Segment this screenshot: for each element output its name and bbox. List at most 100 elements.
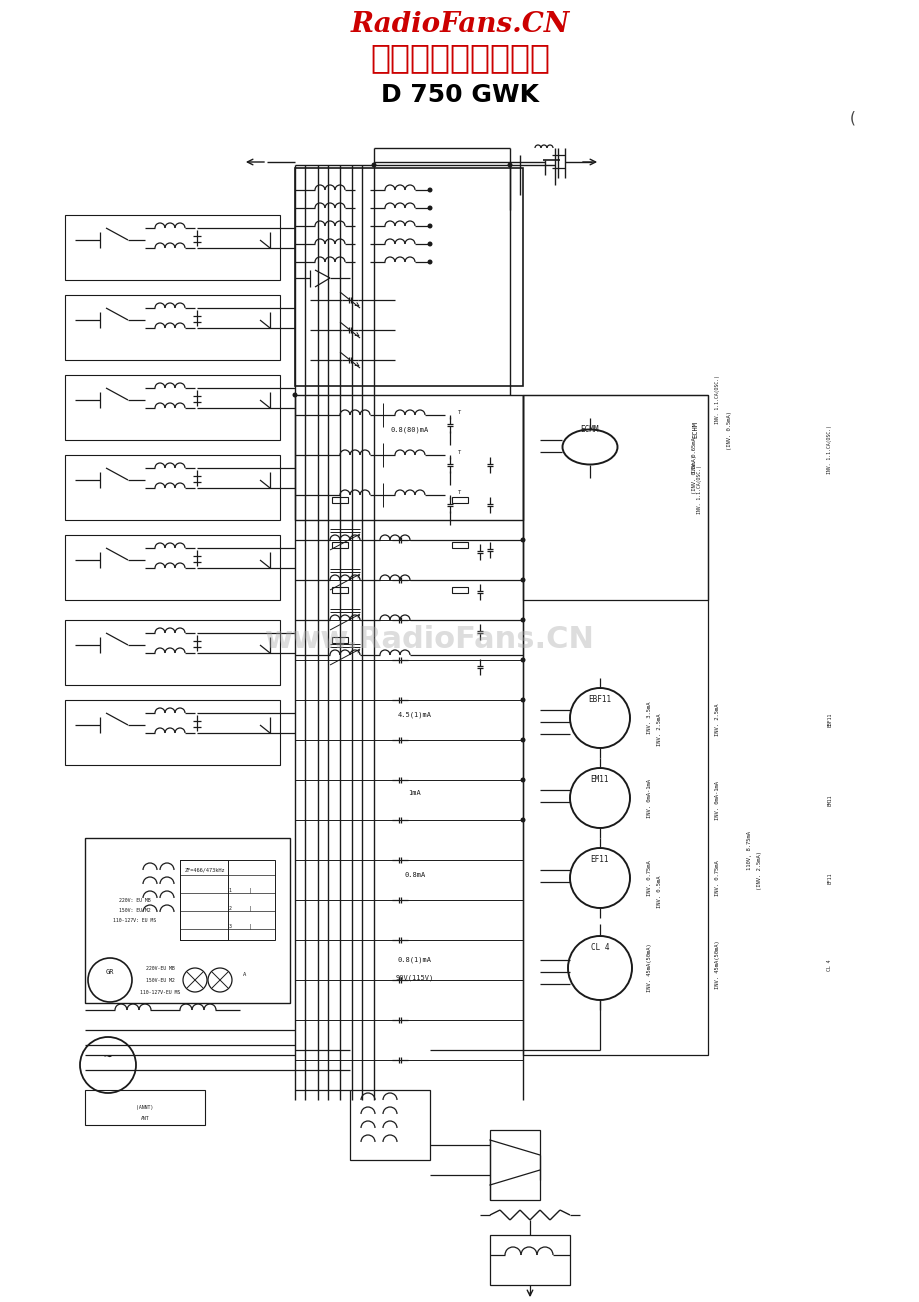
Text: 0.8mA: 0.8mA (404, 872, 425, 878)
Text: |: | (248, 923, 251, 928)
Text: 0.8(80)mA: 0.8(80)mA (391, 427, 428, 434)
Text: INV. 1.1.CA(OSC.): INV. 1.1.CA(OSC.) (826, 426, 832, 474)
Text: T: T (458, 410, 461, 414)
Text: www.RadioFans.CN: www.RadioFans.CN (265, 625, 595, 655)
Text: EBF11: EBF11 (826, 712, 832, 728)
Circle shape (570, 848, 630, 907)
Bar (332, 637, 347, 643)
Circle shape (427, 224, 432, 228)
Circle shape (371, 163, 376, 168)
Text: (: ( (849, 111, 855, 125)
Circle shape (208, 967, 232, 992)
Text: |: | (248, 887, 251, 893)
Circle shape (567, 936, 631, 1000)
Bar (65, 454, 279, 519)
Circle shape (88, 958, 131, 1003)
Circle shape (292, 392, 297, 397)
Text: EM11: EM11 (826, 794, 832, 806)
Text: INV. 0.65mA: INV. 0.65mA (692, 437, 697, 473)
Text: INV. 3.5mA: INV. 3.5mA (647, 702, 652, 734)
Bar (65, 375, 279, 440)
Text: CL 4: CL 4 (826, 960, 832, 971)
Circle shape (80, 1036, 136, 1092)
Bar (295, 168, 522, 385)
Circle shape (520, 818, 525, 823)
Text: 150V: EU M2: 150V: EU M2 (119, 907, 151, 913)
Circle shape (427, 187, 432, 193)
Bar (349, 1090, 429, 1160)
Bar (65, 700, 279, 766)
Text: 110-127V-EU MS: 110-127V-EU MS (140, 990, 180, 995)
Bar (490, 1130, 539, 1200)
Text: ECMM: ECMM (580, 426, 598, 435)
Text: ~: ~ (104, 1051, 112, 1065)
Text: 1: 1 (228, 888, 232, 892)
Circle shape (520, 617, 525, 622)
Circle shape (520, 777, 525, 783)
Ellipse shape (562, 430, 617, 465)
Text: (INV. 2.5mA): (INV. 2.5mA) (756, 850, 762, 889)
Text: EM11: EM11 (590, 776, 608, 785)
Text: 220V: EU MB: 220V: EU MB (119, 897, 151, 902)
Bar (332, 587, 347, 592)
Circle shape (520, 658, 525, 663)
Text: 2: 2 (228, 905, 232, 910)
Bar (451, 542, 468, 548)
Bar (295, 395, 522, 519)
Bar (451, 497, 468, 503)
Text: INV. 0.5mA: INV. 0.5mA (657, 876, 662, 909)
Text: (INV. 0.5mA): (INV. 0.5mA) (692, 456, 697, 495)
Bar (332, 542, 347, 548)
Text: INV. 1.1.CA(OSC.): INV. 1.1.CA(OSC.) (715, 375, 720, 424)
Text: ZF=466/473kHz: ZF=466/473kHz (185, 867, 225, 872)
Bar (451, 587, 468, 592)
Bar (65, 535, 279, 600)
Text: 0.8(1)mA: 0.8(1)mA (398, 957, 432, 963)
Text: INV. 0.75mA: INV. 0.75mA (647, 861, 652, 896)
Text: EF11: EF11 (826, 872, 832, 884)
Text: T: T (458, 449, 461, 454)
Text: INV. 45mA(50mA): INV. 45mA(50mA) (647, 944, 652, 992)
Text: INV. 0mA-1mA: INV. 0mA-1mA (715, 780, 720, 819)
Text: INV. 0mA-1mA: INV. 0mA-1mA (647, 779, 652, 818)
Circle shape (570, 687, 630, 749)
Circle shape (427, 241, 432, 246)
Bar (522, 395, 708, 600)
Text: 150V-EU M2: 150V-EU M2 (145, 978, 175, 983)
Circle shape (520, 578, 525, 582)
Circle shape (507, 163, 512, 168)
Text: INV. 2.5mA: INV. 2.5mA (657, 713, 662, 746)
Circle shape (520, 538, 525, 543)
Text: RadioFans.CN: RadioFans.CN (350, 12, 569, 39)
Circle shape (570, 768, 630, 828)
Text: (INV. 0.5mA): (INV. 0.5mA) (727, 410, 732, 449)
Bar (65, 620, 279, 685)
Text: 3: 3 (228, 923, 232, 928)
Circle shape (183, 967, 207, 992)
Bar (85, 838, 289, 1003)
Bar (65, 215, 279, 280)
Text: 110-127V: EU MS: 110-127V: EU MS (113, 918, 156, 923)
Text: T: T (458, 490, 461, 495)
Text: |: | (248, 905, 251, 911)
Bar (65, 296, 279, 359)
Text: EF11: EF11 (590, 855, 608, 865)
Bar (180, 861, 275, 940)
Text: D 750 GWK: D 750 GWK (380, 83, 539, 107)
Text: ANT: ANT (141, 1116, 149, 1121)
Text: GR: GR (106, 969, 114, 975)
Bar (180, 861, 228, 940)
Text: 1mA: 1mA (408, 790, 421, 796)
Bar (332, 497, 347, 503)
Text: 收音机爱好者资料库: 收音机爱好者资料库 (369, 42, 550, 74)
Text: A: A (244, 973, 246, 978)
Circle shape (427, 259, 432, 264)
Text: CL 4: CL 4 (590, 944, 608, 953)
Circle shape (427, 206, 432, 211)
Text: INV. 45mA(50mA): INV. 45mA(50mA) (715, 940, 720, 990)
Text: ECHM: ECHM (691, 422, 698, 439)
Bar (85, 1090, 205, 1125)
Text: 220V-EU MB: 220V-EU MB (145, 966, 175, 970)
Text: EBF11: EBF11 (588, 695, 611, 704)
Text: 4.5(1)mA: 4.5(1)mA (398, 712, 432, 719)
